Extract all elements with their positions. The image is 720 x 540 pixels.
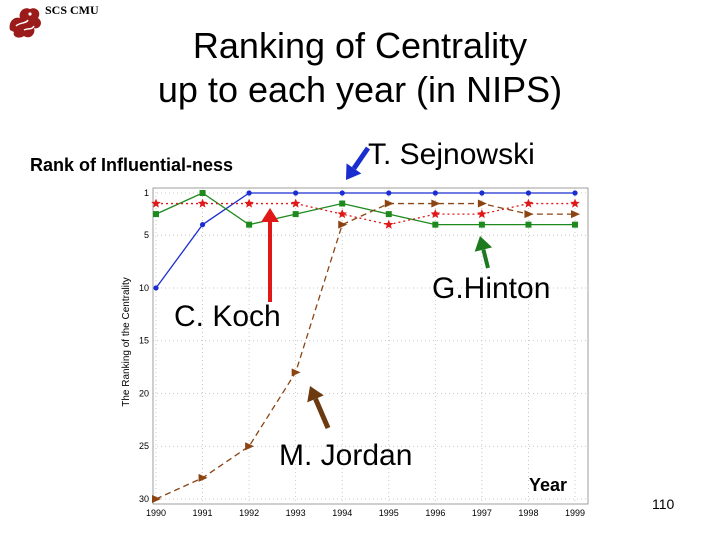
arrow-jordan xyxy=(307,386,331,429)
series-point-1 xyxy=(246,221,253,228)
series-point-3 xyxy=(571,210,580,219)
series-point-0 xyxy=(479,190,485,196)
series-point-0 xyxy=(246,190,252,196)
series-point-2 xyxy=(290,198,301,208)
series-line-1 xyxy=(155,192,575,226)
series-point-2 xyxy=(197,198,208,208)
x-tick-label: 1992 xyxy=(239,508,259,518)
arrow-hinton xyxy=(474,236,493,269)
annotation-koch: C. Koch xyxy=(174,300,281,333)
series-point-2 xyxy=(151,198,161,208)
x-tick-label: 1990 xyxy=(146,508,166,518)
series-point-2 xyxy=(337,209,347,219)
series-point-2 xyxy=(523,198,534,208)
series-line-3 xyxy=(155,202,575,500)
series-point-3 xyxy=(338,220,348,229)
x-tick-labels: 1990 1991 1992 1993 1994 1995 1996 1997 1998 1999 xyxy=(146,508,585,518)
annotation-arrows xyxy=(261,146,493,429)
x-tick-label: 1996 xyxy=(425,508,445,518)
series-point-3 xyxy=(477,199,487,208)
series-point-1 xyxy=(199,190,206,196)
series-point-2 xyxy=(477,209,487,219)
x-tick-label: 1991 xyxy=(193,508,213,518)
plot-area xyxy=(152,187,589,505)
y-tick-label: 5 xyxy=(144,230,149,240)
series-point-2 xyxy=(384,219,394,229)
series-point-1 xyxy=(478,221,485,228)
x-tick-label: 1997 xyxy=(472,508,492,518)
x-tick-label: 1993 xyxy=(286,508,306,518)
series-point-0 xyxy=(432,190,438,196)
arrow-koch xyxy=(261,208,279,302)
y-tick-label: 15 xyxy=(139,336,149,346)
series-point-0 xyxy=(293,190,299,196)
series-point-3 xyxy=(198,473,208,482)
slide-title: Ranking of Centrality up to each year (i… xyxy=(0,24,720,112)
series-point-0 xyxy=(199,222,206,228)
scs-dragon-logo-icon xyxy=(9,8,41,38)
series-point-1 xyxy=(385,211,392,218)
logo-text: SCS CMU xyxy=(45,3,99,17)
x-tick-label: 1995 xyxy=(379,508,399,518)
y-tick-label: 25 xyxy=(139,441,149,451)
series-point-3 xyxy=(431,199,441,208)
series-point-0 xyxy=(153,285,159,291)
series-point-1 xyxy=(525,221,532,228)
chart-subtitle: Rank of Influential-ness xyxy=(30,155,234,175)
arrow-sejnowski xyxy=(346,146,371,180)
annotation-sejnowski: T. Sejnowski xyxy=(368,138,535,171)
series-point-1 xyxy=(339,200,346,207)
y-tick-label: 30 xyxy=(139,494,149,504)
series-point-1 xyxy=(432,221,439,228)
x-tick-label: 1999 xyxy=(565,508,585,518)
y-tick-label: 1 xyxy=(144,188,149,198)
series-layer xyxy=(151,190,580,503)
series-point-3 xyxy=(291,368,301,377)
y-axis-label: The Ranking of the Centrality xyxy=(121,277,132,407)
series-point-2 xyxy=(244,198,254,208)
y-tick-label: 10 xyxy=(139,283,149,293)
page-number: 110 xyxy=(652,496,675,512)
title-line-2: up to each year (in NIPS) xyxy=(157,69,563,110)
series-point-3 xyxy=(524,210,534,219)
series-point-1 xyxy=(153,211,159,218)
x-axis-label: Year xyxy=(529,475,567,495)
y-tick-label: 20 xyxy=(139,388,149,398)
series-point-0 xyxy=(525,190,532,196)
series-point-3 xyxy=(245,442,255,451)
series-point-0 xyxy=(339,190,345,196)
x-tick-label: 1994 xyxy=(332,508,352,518)
annotation-jordan: M. Jordan xyxy=(279,439,412,472)
series-line-2 xyxy=(156,202,575,226)
series-point-3 xyxy=(384,199,394,208)
series-point-1 xyxy=(292,211,299,218)
series-point-2 xyxy=(430,209,441,219)
series-point-0 xyxy=(386,190,392,196)
x-tick-label: 1998 xyxy=(518,508,538,518)
series-point-3 xyxy=(152,495,161,503)
series-point-2 xyxy=(570,198,580,208)
series-point-0 xyxy=(572,190,578,196)
title-line-1: Ranking of Centrality xyxy=(192,25,528,66)
annotation-hinton: G.Hinton xyxy=(432,272,550,305)
series-point-1 xyxy=(572,221,578,228)
